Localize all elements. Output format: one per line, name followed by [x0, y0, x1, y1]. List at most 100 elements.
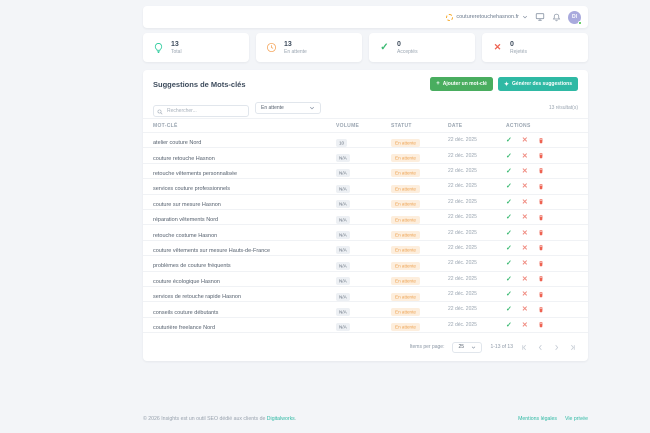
keyword-text: conseils couture débutants [153, 309, 219, 316]
sparkle-icon: ✦ [503, 81, 509, 88]
last-page-icon[interactable] [569, 344, 576, 351]
accept-icon[interactable]: ✓ [506, 306, 512, 314]
brand-link[interactable]: Digitalworks [266, 416, 295, 422]
status-badge: En attente [391, 277, 420, 286]
column-header-status: STATUT [391, 122, 412, 129]
volume-badge: N/A [336, 261, 350, 270]
search-input[interactable] [153, 105, 249, 117]
accept-icon[interactable]: ✓ [506, 152, 512, 160]
keyword-text: services de retouche rapide Hasnon [153, 294, 242, 301]
reject-icon[interactable]: ✕ [521, 244, 528, 252]
legal-link[interactable]: Mentions légales [518, 416, 558, 422]
chevron-down-icon [309, 106, 315, 110]
accept-icon[interactable]: ✓ [506, 260, 512, 268]
reject-icon[interactable]: ✕ [521, 137, 528, 145]
accept-icon[interactable]: ✓ [506, 275, 512, 283]
volume-badge: N/A [336, 292, 350, 301]
trash-icon[interactable] [538, 275, 544, 282]
site-selector[interactable]: coutureretouchehasnon.fr [446, 13, 528, 21]
reject-icon[interactable]: ✕ [521, 198, 528, 206]
volume-cell: N/A [336, 177, 391, 195]
first-page-icon[interactable] [521, 344, 528, 351]
trash-icon[interactable] [538, 260, 544, 267]
volume-badge: N/A [336, 169, 350, 178]
date-cell: 22 déc. 2025 [448, 214, 477, 221]
date-cell: 22 déc. 2025 [448, 275, 477, 282]
reject-icon[interactable]: ✕ [521, 183, 528, 191]
volume-cell: N/A [336, 193, 391, 211]
accept-icon[interactable]: ✓ [506, 214, 512, 222]
pagination-bar: Items per page: 25 1-13 of 13 [143, 333, 588, 361]
actions-cell: ✓ ✕ [506, 152, 588, 160]
trash-icon[interactable] [538, 291, 544, 298]
actions-cell: ✓ ✕ [506, 259, 588, 267]
trash-icon[interactable] [538, 152, 544, 159]
trash-icon[interactable] [538, 198, 544, 205]
items-per-page-label: Items per page: [409, 344, 445, 351]
accept-icon[interactable]: ✓ [506, 291, 512, 299]
stat-label: Acceptés [397, 48, 418, 55]
table-row: couture retouche Hasnon N/A En attente 2… [143, 148, 588, 164]
reject-icon[interactable]: ✕ [521, 152, 528, 160]
trash-icon[interactable] [538, 137, 544, 144]
reject-icon[interactable]: ✕ [521, 214, 528, 222]
page-size-select[interactable]: 25 [452, 341, 483, 353]
reject-icon[interactable]: ✕ [521, 321, 528, 329]
accept-icon[interactable]: ✓ [506, 137, 512, 145]
accept-icon[interactable]: ✓ [506, 198, 512, 206]
volume-cell: N/A [336, 208, 391, 226]
table-row: services de retouche rapide Hasnon N/A E… [143, 287, 588, 303]
volume-badge: N/A [336, 246, 350, 255]
accept-icon[interactable]: ✓ [506, 183, 512, 191]
accept-icon[interactable]: ✓ [506, 229, 512, 237]
date-cell: 22 déc. 2025 [448, 291, 477, 298]
keyword-text: réparation vêtements Nord [153, 217, 219, 224]
privacy-link[interactable]: Vie privée [565, 416, 588, 422]
status-badge: En attente [391, 261, 420, 270]
date-cell: 22 déc. 2025 [448, 183, 477, 190]
accept-icon[interactable]: ✓ [506, 244, 512, 252]
reject-icon[interactable]: ✕ [521, 229, 528, 237]
trash-icon[interactable] [538, 214, 544, 221]
column-header-date: DATE [448, 122, 463, 129]
keyword-text: retouche vêtements personnalisée [153, 170, 238, 177]
reject-icon[interactable]: ✕ [521, 167, 528, 175]
reject-icon[interactable]: ✕ [521, 260, 528, 268]
table-row: réparation vêtements Nord N/A En attente… [143, 208, 588, 226]
reject-icon[interactable]: ✕ [521, 291, 528, 299]
display-icon[interactable] [535, 12, 545, 22]
trash-icon[interactable] [538, 183, 544, 190]
stat-text: 0 Acceptés [397, 41, 418, 55]
stat-value: 13 [171, 40, 179, 48]
trash-icon[interactable] [538, 229, 544, 236]
status-badge: En attente [391, 308, 420, 316]
generate-suggestions-button[interactable]: ✦ Générer des suggestions [497, 77, 578, 91]
actions-cell: ✓ ✕ [506, 290, 588, 298]
reject-icon[interactable]: ✕ [521, 306, 528, 314]
add-keyword-label: Ajouter un mot-clé [442, 81, 487, 87]
trash-icon[interactable] [538, 306, 544, 313]
trash-icon[interactable] [538, 167, 544, 174]
avatar[interactable]: DI [568, 10, 582, 25]
prev-page-icon[interactable] [537, 344, 544, 351]
keyword-text: problèmes de couture fréquents [153, 263, 231, 270]
trash-icon[interactable] [538, 321, 544, 328]
bell-icon[interactable] [552, 13, 561, 22]
chevron-down-icon [522, 15, 528, 19]
accept-icon[interactable]: ✓ [506, 321, 512, 329]
next-page-icon[interactable] [553, 344, 560, 351]
status-cell: En attente [391, 193, 448, 211]
trash-icon[interactable] [538, 244, 544, 251]
date-cell: 22 déc. 2025 [448, 137, 477, 144]
reject-icon[interactable]: ✕ [521, 275, 528, 283]
add-keyword-button[interactable]: + Ajouter un mot-clé [430, 77, 493, 91]
stat-card-rejected: ✕ 0 Rejetés [482, 33, 588, 62]
table-row: couture écologique Hasnon N/A En attente… [143, 272, 588, 287]
results-count: 13 résultat(s) [548, 105, 578, 111]
status-filter-select[interactable]: En attente [255, 102, 321, 114]
volume-badge: N/A [336, 323, 350, 332]
panel-title: Suggestions de Mots-clés [153, 79, 246, 89]
clock-icon [265, 42, 278, 53]
accept-icon[interactable]: ✓ [506, 167, 512, 175]
actions-cell: ✓ ✕ [506, 136, 588, 144]
